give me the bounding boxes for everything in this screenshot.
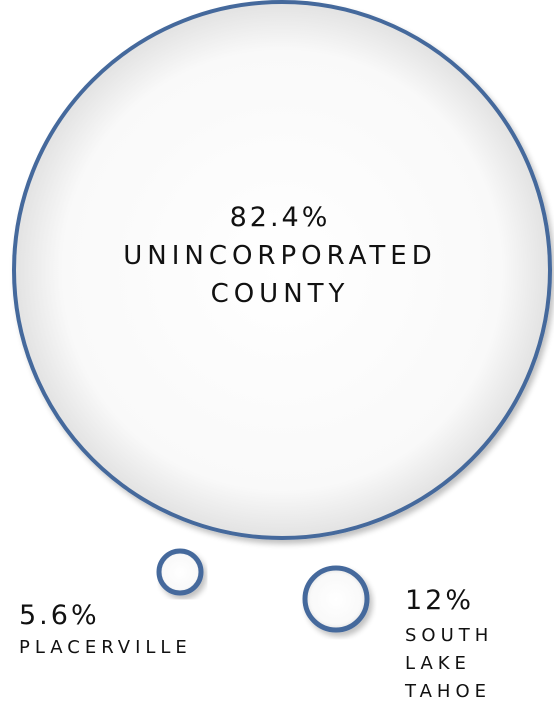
name-label-placerville: PLACERVILLE [19, 637, 192, 658]
name-label-south-lake-tahoe: SOUTH LAKE TAHOE [404, 625, 493, 701]
name-line: SOUTH [405, 625, 493, 646]
labels: 82.4% UNINCORPORATED COUNTY 5.6% PLACERVILLE… [19, 202, 493, 701]
value-label-placerville: 5.6% [19, 600, 100, 631]
name-line: UNINCORPORATED [123, 241, 437, 271]
name-line: TAHOE [404, 681, 491, 701]
value-label-south-lake-tahoe: 12% [405, 585, 474, 616]
bubble-south-lake-tahoe [302, 565, 370, 633]
bubble-unincorporated-county [12, 0, 552, 540]
name-line: LAKE [405, 653, 471, 674]
name-label-unincorporated-county: UNINCORPORATED COUNTY [123, 241, 437, 309]
name-line: COUNTY [211, 279, 350, 309]
bubble-placerville [156, 548, 204, 596]
name-line: PLACERVILLE [19, 637, 192, 658]
bubbles [12, 0, 552, 633]
value-label-unincorporated-county: 82.4% [230, 202, 331, 233]
